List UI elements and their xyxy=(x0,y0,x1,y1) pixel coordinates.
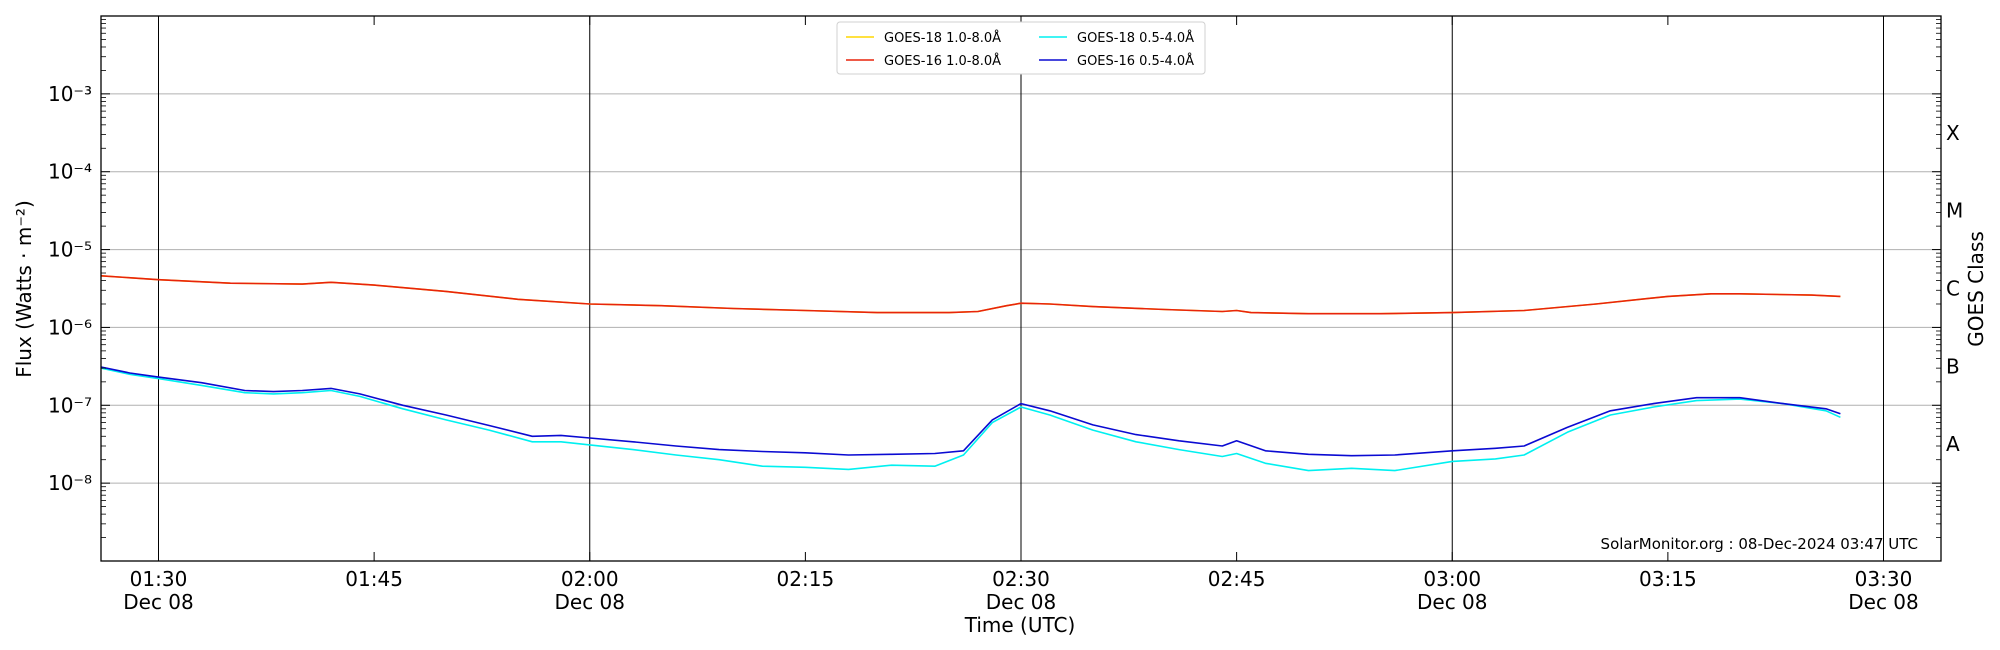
x-tick-label: 02:00 xyxy=(561,567,619,591)
x-tick-date-label: Dec 08 xyxy=(986,590,1057,614)
legend-label: GOES-18 1.0-8.0Å xyxy=(884,30,1001,46)
series-line-3 xyxy=(100,366,1841,457)
legend-label: GOES-16 0.5-4.0Å xyxy=(1077,53,1194,69)
x-tick-label: 03:15 xyxy=(1639,567,1697,591)
x-axis-label: Time (UTC) xyxy=(964,613,1076,637)
x-tick-label: 03:30 xyxy=(1855,567,1913,591)
y-tick-label: 10⁻⁶ xyxy=(48,315,92,339)
legend-box xyxy=(836,21,1206,75)
x-tick-label: 01:45 xyxy=(345,567,403,591)
y-tick-label: 10⁻³ xyxy=(48,82,92,106)
series-line-1 xyxy=(100,275,1841,315)
x-tick-date-label: Dec 08 xyxy=(1417,590,1488,614)
x-tick-label: 02:15 xyxy=(777,567,835,591)
goes-class-label: C xyxy=(1946,277,1960,301)
x-tick-date-label: Dec 08 xyxy=(123,590,194,614)
goes-class-label: B xyxy=(1946,354,1960,378)
series-line-2 xyxy=(100,367,1841,472)
x-tick-date-label: Dec 08 xyxy=(554,590,625,614)
right-axis-label: GOES Class xyxy=(1964,231,1988,347)
y-tick-label: 10⁻⁷ xyxy=(48,393,92,417)
y-tick-label: 10⁻⁵ xyxy=(48,238,92,262)
series-layer xyxy=(100,275,1841,472)
goes-class-label: A xyxy=(1946,432,1960,456)
legend-label: GOES-18 0.5-4.0Å xyxy=(1077,30,1194,46)
x-tick-label: 02:30 xyxy=(992,567,1050,591)
x-tick-label: 02:45 xyxy=(1208,567,1266,591)
series-line-0 xyxy=(100,275,1841,315)
legend: GOES-18 1.0-8.0Å GOES-16 1.0-8.0Å GOES-18 … xyxy=(836,21,1206,75)
x-tick-date-label: Dec 08 xyxy=(1848,590,1919,614)
goes-class-label: M xyxy=(1946,199,1963,223)
time-marker-layer xyxy=(158,16,1884,561)
goes-class-label: X xyxy=(1946,121,1960,145)
y-axis-label: Flux (Watts · m⁻²) xyxy=(12,200,36,378)
x-tick-label: 01:30 xyxy=(130,567,188,591)
legend-label: GOES-16 1.0-8.0Å xyxy=(884,53,1001,69)
y-tick-label: 10⁻⁸ xyxy=(48,471,92,495)
y-tick-label: 10⁻⁴ xyxy=(48,160,92,184)
x-tick-label: 03:00 xyxy=(1423,567,1481,591)
credit-text: SolarMonitor.org : 08-Dec-2024 03:47 UTC xyxy=(1601,535,1918,553)
